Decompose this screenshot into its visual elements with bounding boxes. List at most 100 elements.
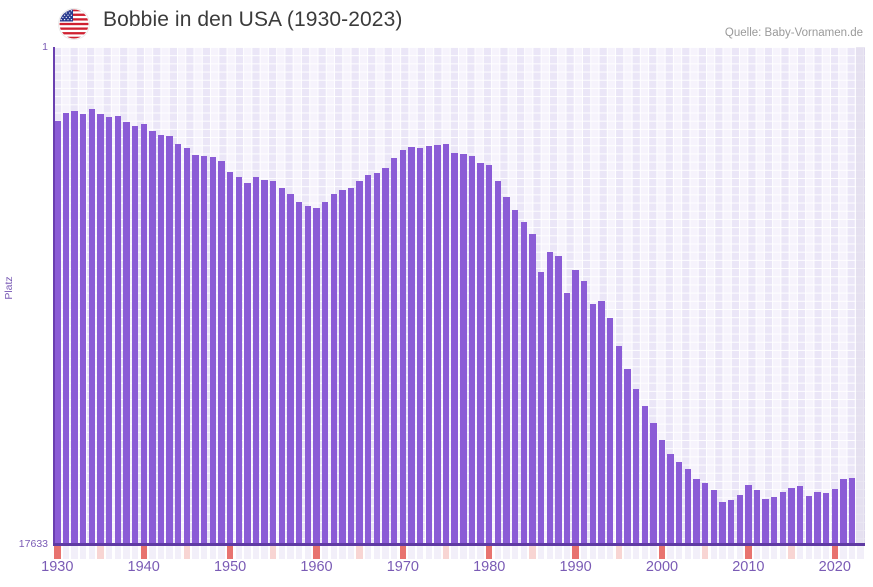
bar-1958[interactable] [295,201,303,545]
bar-1990[interactable] [572,270,579,545]
bar-1953[interactable] [252,177,260,545]
bar-1994[interactable] [606,318,614,545]
bar-1939[interactable] [131,126,139,545]
bar-2016[interactable] [797,486,804,545]
bar-1941[interactable] [149,131,156,545]
bar-2022[interactable] [848,477,856,545]
bar-1963[interactable] [339,189,346,545]
x-axis-label-2010: 2010 [732,559,765,575]
bar-1942[interactable] [157,135,165,545]
bar-1972[interactable] [416,148,424,545]
bar-1950[interactable] [226,171,234,545]
bar-2008[interactable] [727,500,735,545]
bar-2020[interactable] [831,489,838,545]
bar-1949[interactable] [218,161,225,545]
bar-1998[interactable] [641,405,648,545]
bar-1984[interactable] [520,221,527,545]
bar-1962[interactable] [330,193,337,545]
bar-1948[interactable] [209,157,216,545]
bar-1978[interactable] [468,155,476,545]
bar-1974[interactable] [434,145,441,545]
bar-1943[interactable] [166,135,173,545]
bar-1947[interactable] [200,156,208,545]
bar-1944[interactable] [175,143,182,545]
bar-1946[interactable] [192,154,199,545]
bar-1999[interactable] [650,422,657,545]
bar-1973[interactable] [425,145,432,545]
x-tick-1965 [356,546,363,559]
x-tick-2014 [779,546,787,559]
bar-1936[interactable] [105,117,113,545]
bar-2009[interactable] [736,494,743,545]
bar-1975[interactable] [442,144,450,545]
bar-1976[interactable] [451,153,458,545]
bar-2018[interactable] [814,491,821,545]
bar-1985[interactable] [529,233,536,545]
bar-1995[interactable] [615,346,622,545]
bar-1969[interactable] [391,157,398,545]
bar-1980[interactable] [486,165,493,545]
x-tick-1975 [442,546,450,559]
bar-1960[interactable] [313,207,320,545]
bar-2021[interactable] [840,479,847,545]
bar-2014[interactable] [779,491,787,545]
bar-1977[interactable] [460,154,467,545]
source-attribution: Quelle: Baby-Vornamen.de [724,27,863,39]
bar-1981[interactable] [494,181,502,545]
bar-1957[interactable] [287,194,294,545]
bar-1988[interactable] [555,255,562,545]
bar-2017[interactable] [805,496,813,545]
bar-1992[interactable] [589,304,597,545]
bar-1982[interactable] [503,197,510,545]
bar-1966[interactable] [365,174,372,545]
bar-1970[interactable] [399,150,407,545]
bar-1968[interactable] [382,167,389,545]
bar-2000[interactable] [658,439,666,545]
bar-1954[interactable] [261,179,268,545]
bar-1937[interactable] [114,116,121,545]
bar-1931[interactable] [62,112,70,545]
bar-2010[interactable] [745,484,752,545]
bar-1987[interactable] [546,252,553,545]
bar-1983[interactable] [511,209,519,545]
bar-1959[interactable] [304,205,312,545]
bar-2004[interactable] [693,479,700,545]
bar-1971[interactable] [408,146,415,545]
bar-1930[interactable] [54,120,61,545]
bar-2001[interactable] [667,453,674,545]
bar-2003[interactable] [684,469,692,545]
bar-1952[interactable] [244,183,251,545]
bar-1997[interactable] [632,388,640,545]
bar-1933[interactable] [80,113,87,545]
bar-2019[interactable] [822,493,830,545]
bar-1967[interactable] [373,172,381,545]
bar-1938[interactable] [123,122,130,545]
x-tick-2009 [736,546,743,559]
bar-1932[interactable] [71,110,78,545]
bar-2013[interactable] [771,497,778,545]
bar-1951[interactable] [235,176,242,545]
bar-1961[interactable] [321,201,329,545]
bar-1935[interactable] [97,113,104,545]
bar-2005[interactable] [701,483,709,545]
bar-1979[interactable] [477,163,484,545]
bar-1964[interactable] [347,187,355,545]
bar-1955[interactable] [270,180,277,545]
bar-1965[interactable] [356,181,363,545]
bar-1989[interactable] [563,292,571,545]
bar-2007[interactable] [719,501,726,545]
bar-2012[interactable] [762,498,769,545]
bar-2006[interactable] [710,490,718,545]
bar-1996[interactable] [624,368,631,545]
bar-1940[interactable] [140,123,147,545]
bar-1991[interactable] [581,281,588,545]
bar-2011[interactable] [753,490,761,545]
bar-1934[interactable] [88,109,96,545]
bar-1956[interactable] [278,187,286,545]
bar-2015[interactable] [788,487,795,545]
bar-1986[interactable] [537,271,545,545]
x-tick-1992 [589,546,597,559]
bar-1993[interactable] [598,301,605,545]
bar-2002[interactable] [676,462,683,545]
bar-1945[interactable] [183,148,191,545]
